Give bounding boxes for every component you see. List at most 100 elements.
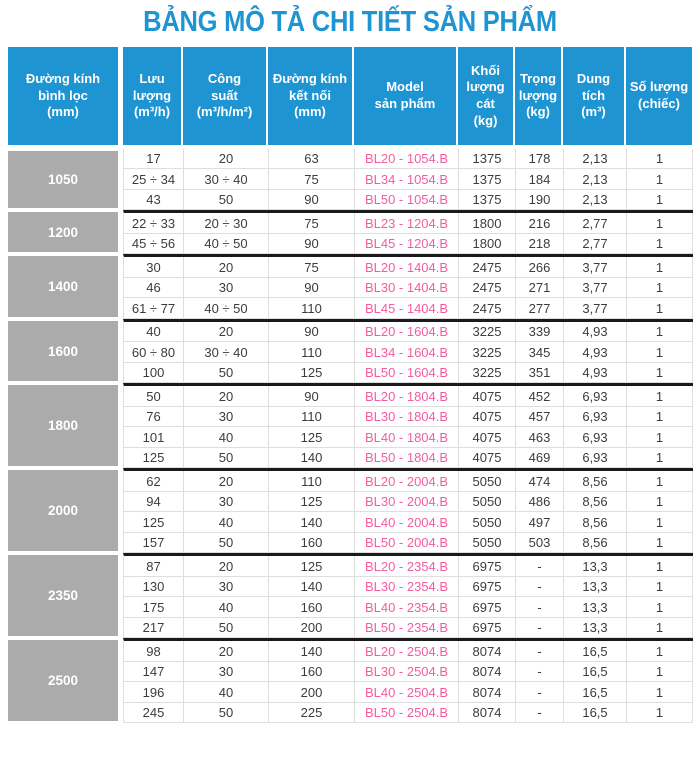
table-cell: 8074 (459, 661, 516, 682)
table-cell: 1 (627, 386, 693, 406)
table-row: 46 30 90 BL30 - 1404.B 2475 271 3,77 1 (124, 277, 693, 299)
diameter-group-2500: 2500 98 20 140 BL20 - 2504.B 8074-16,5 1 147 30 1… (8, 638, 693, 724)
table-cell: 40 ÷ 50 (184, 233, 269, 254)
table-cell: 345 (516, 342, 564, 362)
table-cell: 196 (124, 682, 184, 702)
group-rows: 30 20 75 BL20 - 1404.B 2475 266 3,77 1 46 30 90 BL3… (123, 254, 693, 319)
model-cell: BL40 - 2354.B (355, 597, 459, 617)
table-row: 157 50 160 BL50 - 2004.B 5050 503 8,56 1 (124, 532, 693, 554)
table-cell: 6975 (459, 597, 516, 617)
table-cell: 3225 (459, 321, 516, 342)
table-cell: 125 (269, 491, 355, 512)
table-cell: 8074 (459, 682, 516, 702)
table-cell: 271 (516, 277, 564, 298)
table-cell: 2475 (459, 277, 516, 298)
model-cell: BL30 - 2004.B (355, 491, 459, 512)
table-row: 130 30 140 BL30 - 2354.B 6975-13,3 1 (124, 576, 693, 598)
table-cell: 2475 (459, 298, 516, 318)
table-cell: 94 (124, 491, 184, 512)
column-header-luu-luong: Lưu lượng (m³/h) (123, 46, 183, 145)
table-cell: 50 (184, 362, 269, 383)
table-cell: 13,3 (564, 597, 627, 617)
table-cell: 20 (184, 321, 269, 342)
table-cell: 13,3 (564, 617, 627, 638)
table-cell: 147 (124, 661, 184, 682)
table-cell: 30 (184, 277, 269, 298)
table-cell: 6975 (459, 617, 516, 638)
table-cell: 457 (516, 406, 564, 427)
table-cell: 40 (184, 682, 269, 702)
table-cell: 160 (269, 532, 355, 553)
model-cell: BL20 - 1404.B (355, 257, 459, 277)
table-cell: 6,93 (564, 427, 627, 447)
table-row: 98 20 140 BL20 - 2504.B 8074-16,5 1 (124, 641, 693, 662)
table-cell: 1 (627, 512, 693, 532)
table-cell: - (516, 576, 564, 597)
diameter-group-2350: 2350 87 20 125 BL20 - 2354.B 6975-13,3 1 130 30 1… (8, 553, 693, 639)
table-row: 76 30 110 BL30 - 1804.B 4075 457 6,93 1 (124, 406, 693, 428)
table-cell: 452 (516, 386, 564, 406)
model-cell: BL50 - 2004.B (355, 532, 459, 553)
table-cell: 140 (269, 447, 355, 468)
table-cell: 160 (269, 661, 355, 682)
model-cell: BL50 - 2354.B (355, 617, 459, 638)
table-cell: 110 (269, 471, 355, 491)
table-cell: 8,56 (564, 491, 627, 512)
table-cell: 5050 (459, 491, 516, 512)
table-cell: 125 (124, 512, 184, 532)
model-cell: BL40 - 1804.B (355, 427, 459, 447)
table-cell: 1 (627, 471, 693, 491)
model-cell: BL45 - 1204.B (355, 233, 459, 254)
table-cell: - (516, 556, 564, 576)
table-cell: 43 (124, 189, 184, 210)
column-header-dung-tich: Dung tích (m³) (563, 46, 626, 145)
table-cell: 5050 (459, 532, 516, 553)
table-row: 101 40 125 BL40 - 1804.B 4075 463 6,93 1 (124, 427, 693, 448)
table-cell: 178 (516, 148, 564, 169)
table-cell: - (516, 682, 564, 702)
group-rows: 22 ÷ 33 20 ÷ 30 75 BL23 - 1204.B 1800 216 2,77… (123, 210, 693, 255)
diameter-group-2000: 2000 62 20 110 BL20 - 2004.B 5050 474 8,56 1 94 30… (8, 468, 693, 554)
table-cell: 277 (516, 298, 564, 318)
table-cell: 1375 (459, 169, 516, 189)
table-cell: 140 (269, 576, 355, 597)
table-cell: 90 (269, 233, 355, 254)
table-cell: 50 (124, 386, 184, 406)
model-cell: BL20 - 1604.B (355, 321, 459, 342)
model-cell: BL50 - 1604.B (355, 362, 459, 383)
table-cell: 503 (516, 532, 564, 553)
table-row: 43 50 90 BL50 - 1054.B 1375 190 2,13 1 (124, 189, 693, 211)
table-cell: 1 (627, 641, 693, 661)
group-diameter-label: 1200 (8, 212, 118, 253)
model-cell: BL20 - 1054.B (355, 148, 459, 169)
table-cell: 469 (516, 447, 564, 468)
table-cell: 45 ÷ 56 (124, 233, 184, 254)
model-cell: BL30 - 1804.B (355, 406, 459, 427)
table-row: 50 20 90 BL20 - 1804.B 4075 452 6,93 1 (124, 386, 693, 407)
table-cell: 497 (516, 512, 564, 532)
group-rows: 62 20 110 BL20 - 2004.B 5050 474 8,56 1 94 30 125 B… (123, 468, 693, 554)
table-cell: 2475 (459, 257, 516, 277)
model-cell: BL50 - 2504.B (355, 702, 459, 723)
table-cell: 62 (124, 471, 184, 491)
table-cell: 1800 (459, 233, 516, 254)
table-cell: 200 (269, 682, 355, 702)
model-cell: BL20 - 2354.B (355, 556, 459, 576)
table-row: 45 ÷ 56 40 ÷ 50 90 BL45 - 1204.B 1800 218 2,77… (124, 233, 693, 255)
table-cell: 30 (184, 576, 269, 597)
table-cell: 5050 (459, 512, 516, 532)
table-cell: 140 (269, 641, 355, 661)
table-cell: 1 (627, 233, 693, 254)
group-diameter-label: 1600 (8, 320, 118, 382)
group-rows: 40 20 90 BL20 - 1604.B 3225 339 4,93 1 60 ÷ 80 30… (123, 318, 693, 384)
table-cell: 216 (516, 213, 564, 233)
table-cell: 30 (184, 661, 269, 682)
table-cell: 160 (269, 597, 355, 617)
table-cell: 76 (124, 406, 184, 427)
model-cell: BL30 - 2354.B (355, 576, 459, 597)
header-row: Đường kính bình lọc (mm) Lưu lượng (m³/h)… (8, 46, 692, 145)
table-cell: 1375 (459, 189, 516, 210)
table-cell: 339 (516, 321, 564, 342)
diameter-group-1800: 1800 50 20 90 BL20 - 1804.B 4075 452 6,93 1 76 30 1… (8, 383, 693, 469)
table-cell: 184 (516, 169, 564, 189)
